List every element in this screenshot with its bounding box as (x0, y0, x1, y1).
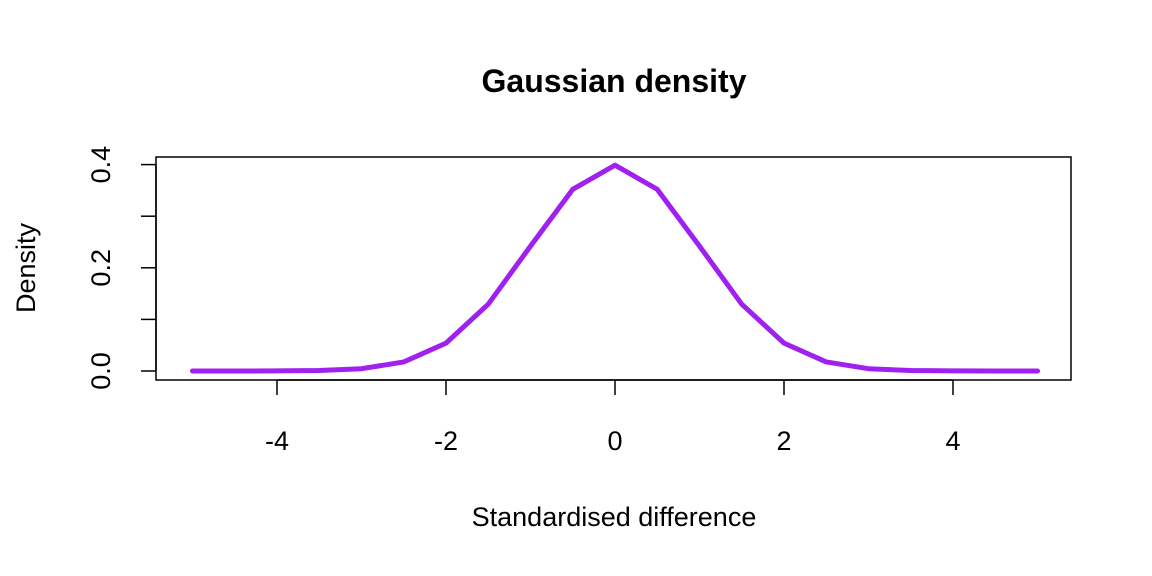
y-axis: 0.0 0.2 0.4 (86, 146, 157, 390)
x-tick-label: 2 (776, 426, 791, 456)
y-tick-label: 0.2 (86, 249, 116, 287)
chart-title: Gaussian density (482, 63, 747, 99)
y-tick-label: 0.0 (86, 352, 116, 390)
density-curve (190, 162, 1040, 374)
y-axis-label: Density (11, 222, 41, 313)
plot-frame (155, 156, 1072, 381)
x-tick-label: 4 (945, 426, 960, 456)
x-axis: -4 -2 0 2 4 (265, 379, 961, 456)
x-axis-label: Standardised difference (472, 502, 757, 532)
y-tick-label: 0.4 (86, 146, 116, 184)
x-tick-label: -2 (434, 426, 458, 456)
x-tick-label: -4 (265, 426, 289, 456)
x-tick-label: 0 (607, 426, 622, 456)
